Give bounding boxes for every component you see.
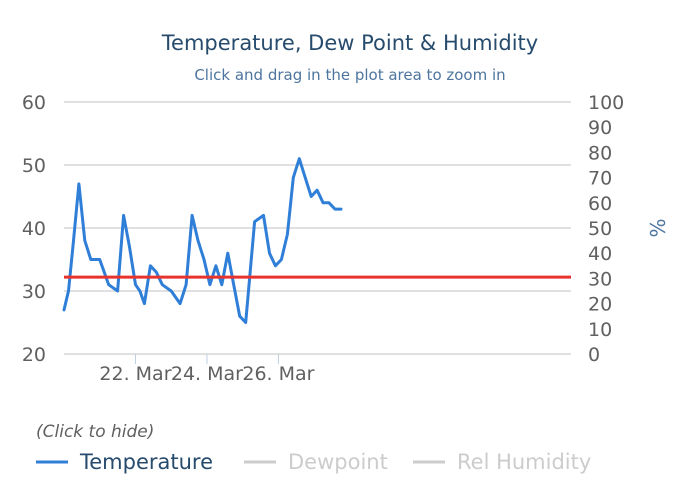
y-left-tick-label: 20: [22, 344, 46, 366]
y-left-tick-label: 40: [22, 218, 46, 240]
y-right-tick-label: 70: [588, 168, 612, 190]
legend-item-temperature[interactable]: Temperature: [36, 450, 213, 474]
y-right-tick-label: 60: [588, 193, 612, 215]
y-right-tick-label: 40: [588, 243, 612, 265]
y-right-tick-label: 100: [588, 92, 624, 114]
x-tick-label: 22. Mar: [99, 363, 171, 385]
legend[interactable]: Temperature Dewpoint Rel Humidity: [36, 450, 591, 474]
x-tick-label: 26. Mar: [242, 363, 314, 385]
y-right-tick-label: 80: [588, 142, 612, 164]
y-left-tick-label: 60: [22, 92, 46, 114]
legend-item-dewpoint[interactable]: Dewpoint: [244, 450, 388, 474]
legend-item-rel-humidity[interactable]: Rel Humidity: [413, 450, 591, 474]
grid-lines: [64, 101, 571, 355]
y-left-tick-label: 30: [22, 281, 46, 303]
legend-label: Rel Humidity: [457, 450, 591, 474]
y-right-tick-label: 0: [588, 344, 600, 366]
x-tick-label: 24. Mar: [171, 363, 243, 385]
chart-title: Temperature, Dew Point & Humidity: [161, 31, 538, 55]
y-left-tick-label: 50: [22, 155, 46, 177]
chart-subtitle: Click and drag in the plot area to zoom …: [194, 66, 505, 84]
legend-hint: (Click to hide): [36, 422, 154, 442]
plot-area[interactable]: [62, 157, 343, 324]
y-right-tick-label: 50: [588, 218, 612, 240]
legend-label: Temperature: [79, 450, 213, 474]
y-right-tick-label: 20: [588, 294, 612, 316]
y-right-tick-label: 10: [588, 319, 612, 341]
right-axis-label: %: [646, 218, 670, 237]
y-right-tick-label: 30: [588, 268, 612, 290]
series-line-temperature: [62, 157, 343, 324]
y-right-tick-label: 90: [588, 117, 612, 139]
legend-label: Dewpoint: [288, 450, 388, 474]
